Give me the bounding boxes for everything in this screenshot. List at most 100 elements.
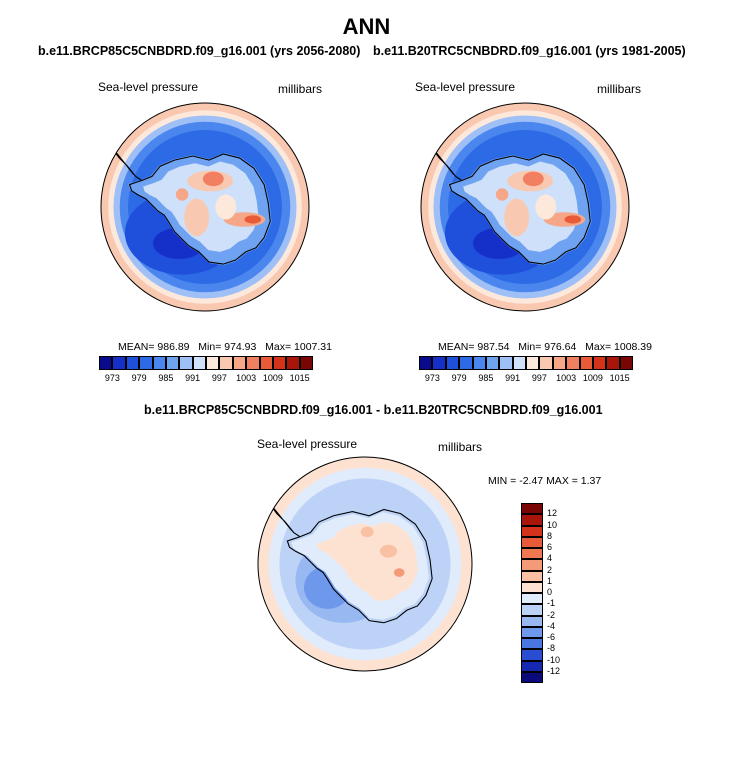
panel-2-units-label: millibars [597,82,642,96]
panel-1-variable-label: Sea-level pressure [98,80,199,94]
diff-colorbar-tick-label: 0 [547,587,553,597]
panel-2-colorbar-tick-label: 997 [531,373,547,383]
map3-coastline [286,508,433,624]
panel-2-colorbar-swatch [579,356,593,370]
panel-1-colorbar-tick-label: 1015 [289,373,310,383]
panel-1-min: Min= 974.93 [198,341,257,353]
panel-1-max: Max= 1007.31 [265,341,332,353]
panel-2-colorbar-swatch [432,356,446,370]
panel-1-colorbar-ticks: 973 979 985 991 997 1003 1009 1015 [99,373,313,385]
panel-2-colorbar-swatch [445,356,460,370]
diff-colorbar-tick-label: 2 [547,564,553,575]
diff-colorbar-swatch [521,536,543,548]
map1-peninsula [112,149,143,181]
diff-colorbar-swatch [521,593,543,605]
panel-1-colorbar-swatch [112,356,126,370]
diff-colorbar-tick-label: 1 [547,575,553,586]
map2-peninsula [432,149,463,181]
map3-field [258,457,472,671]
map3-peninsula [270,504,301,538]
diff-colorbar-swatch [521,548,543,560]
panel-2-colorbar-ticks: 973 979 985 991 997 1003 1009 1015 [419,373,633,385]
map3-contour-7 [316,521,418,602]
diff-colorbar-tick-label: 6 [547,542,553,552]
map3-outline [257,456,473,672]
diff-colorbar-tick-label: -10 [547,654,561,665]
diff-colorbar-swatch [521,503,543,515]
diff-colorbar-tick-label: -2 [547,609,556,620]
map2-contour-15 [535,194,557,220]
panel-1-colorbar-tick-label: 991 [185,373,201,383]
panel-1-colorbar-tick-label: 973 [104,373,120,383]
diff-colorbar-swatch [521,525,543,537]
diff-colorbar-swatch [521,581,543,593]
panel-1-colorbar-swatch [125,356,140,370]
map3-contour-8 [379,544,398,558]
map2-outline [420,102,630,312]
diff-subtitle: b.e11.BRCP85C5CNBDRD.f09_g16.001 - b.e11… [144,403,603,417]
panel-1-colorbar-swatch [272,356,287,370]
diff-colorbar-swatch [521,570,543,582]
panel-2-colorbar-swatch [499,356,513,370]
panel-1-colorbar [99,356,313,370]
panel-2-colorbar-tick-label: 985 [478,373,494,383]
diff-units-label: millibars [438,440,483,454]
map2-contour-10 [522,171,544,187]
map2-contour-11 [504,198,530,237]
diff-colorbar-tick-label: 4 [547,553,553,564]
map1-contour-13 [244,215,262,224]
diff-colorbar-tick-label: -1 [547,598,556,609]
panel-1-colorbar-swatch [99,356,113,370]
panel-2-variable-label: Sea-level pressure [415,80,516,94]
panel-2-min: Min= 976.64 [518,341,577,353]
panel-2-stats: MEAN= 987.54 Min= 976.64 Max= 1008.39 [438,341,652,353]
diff-colorbar-swatch [521,671,543,683]
diff-minmax: MIN = -2.47 MAX = 1.37 [488,475,602,487]
panel-2-colorbar-swatch [526,356,540,370]
map1-contour-14 [175,188,189,201]
diff-colorbar-swatch [521,626,543,638]
map2-coastline [448,153,591,265]
panel-2-colorbar-tick-label: 1009 [582,373,603,383]
diff-colorbar-tick-label: -6 [547,632,556,642]
panel-2-colorbar-tick-label: 973 [424,373,440,383]
panel-1-subtitle: b.e11.BRCP85C5CNBDRD.f09_g16.001 (yrs 20… [38,44,361,58]
map1-contour-11 [184,198,210,237]
panel-1-colorbar-swatch [192,356,206,370]
panel-2-colorbar-tick-label: 1003 [556,373,577,383]
diff-colorbar-tick-label: 10 [547,519,558,530]
panel-1-colorbar-tick-label: 979 [131,373,147,383]
diff-colorbar-swatch [521,638,543,650]
map1-contour-10 [202,171,224,187]
map3-contour-10 [360,526,374,538]
diff-colorbar-swatch [521,559,543,571]
panel-2-colorbar-swatch [485,356,500,370]
diff-colorbar-tick-label: -8 [547,643,556,654]
panel-2-max: Max= 1008.39 [585,341,652,353]
map1-outline [100,102,310,312]
panel-1-stats: MEAN= 986.89 Min= 974.93 Max= 1007.31 [118,341,332,353]
panel-2-colorbar [419,356,633,370]
panel-1-colorbar-tick-label: 1009 [262,373,283,383]
diff-colorbar-swatch [521,649,543,661]
panel-1-colorbar-tick-label: 997 [211,373,227,383]
panel-1-colorbar-swatch [219,356,233,370]
diff-colorbar-tick-label: 12 [547,508,558,519]
panel-2-colorbar-swatch [592,356,607,370]
map1-coastline [128,153,271,265]
diff-variable-label: Sea-level pressure [257,437,358,451]
map3-south-america [259,494,264,506]
panel-1-colorbar-swatch [139,356,153,370]
panel-2-colorbar-swatch [566,356,580,370]
panel-2-mean: MEAN= 987.54 [438,341,510,353]
map2-contour-13 [564,215,582,224]
panel-2-colorbar-swatch [619,356,633,370]
panel-2-colorbar-swatch [512,356,526,370]
panel-2-colorbar-swatch [552,356,567,370]
diff-colorbar-tick-label: -4 [547,620,556,631]
panel-2-colorbar-swatch [606,356,620,370]
panel-1-colorbar-swatch [206,356,220,370]
